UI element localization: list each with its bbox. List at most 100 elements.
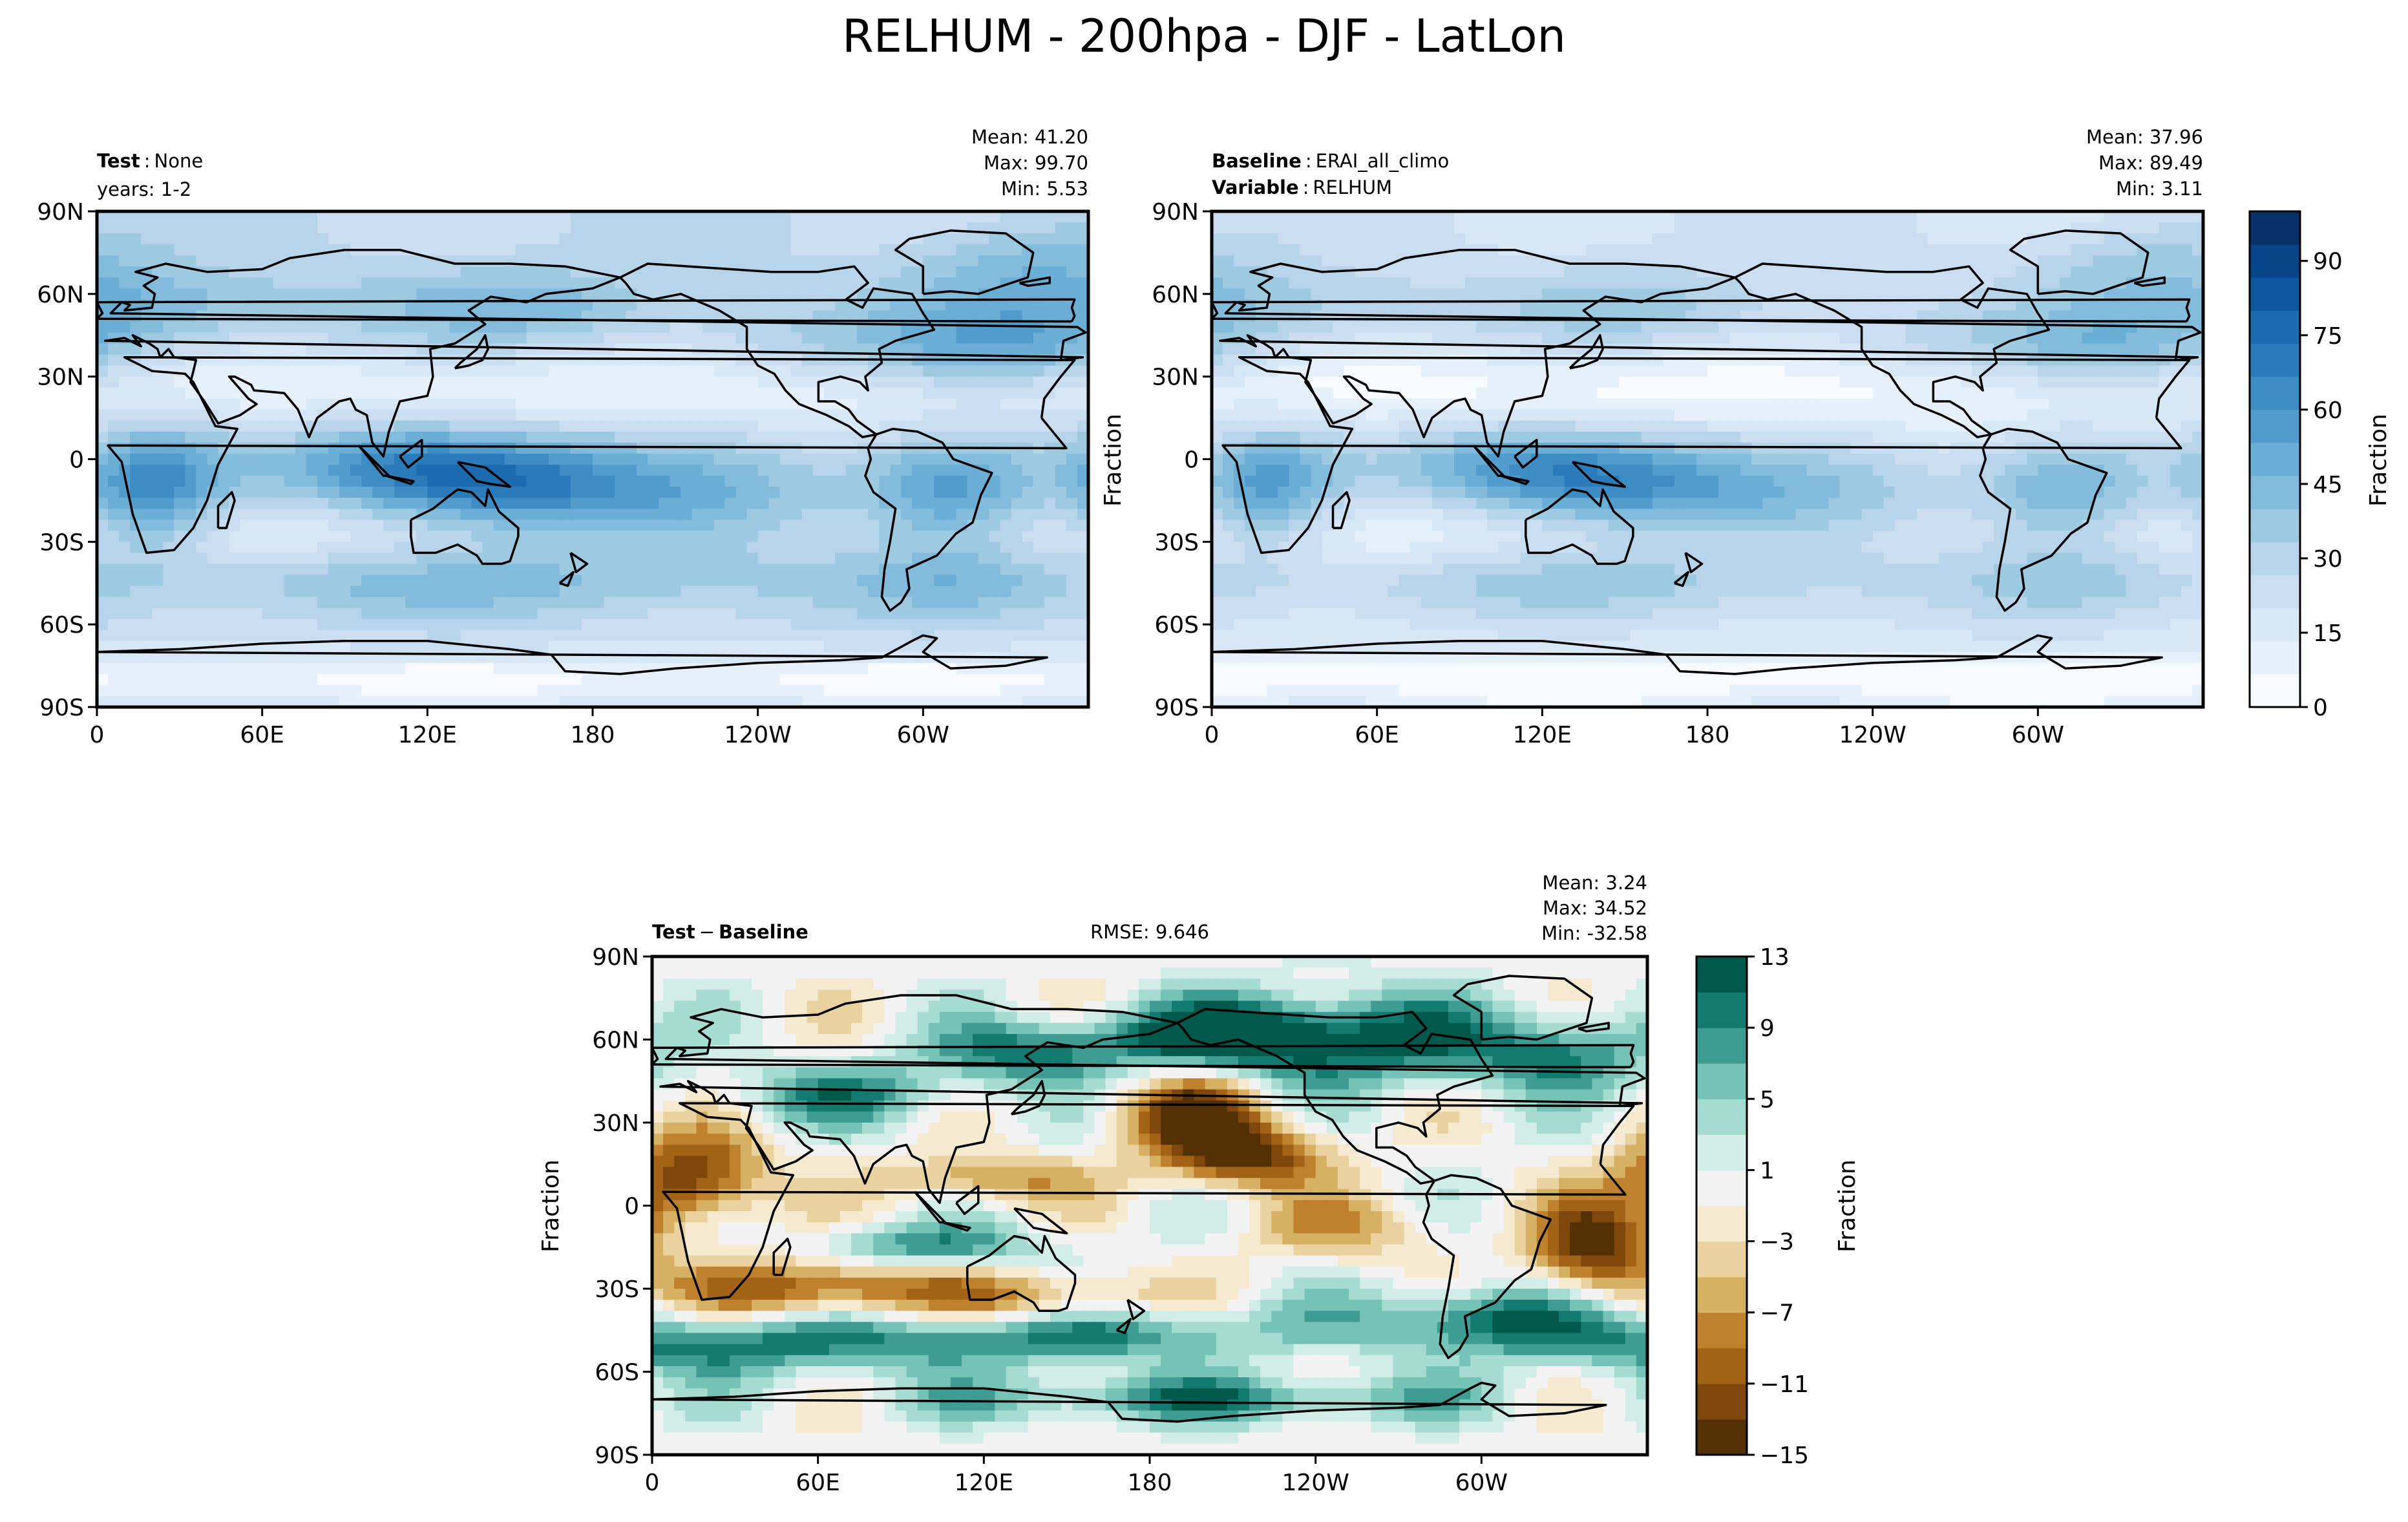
- field-cell: [416, 673, 428, 686]
- field-cell: [779, 222, 792, 234]
- field-cell: [604, 597, 615, 609]
- field-cell: [1011, 542, 1023, 554]
- field-cell: [2016, 277, 2027, 290]
- field-cell: [967, 575, 979, 587]
- field-cell: [890, 222, 902, 234]
- field-cell: [713, 454, 726, 465]
- field-cell: [713, 288, 726, 301]
- field-cell: [339, 255, 351, 267]
- field-cell: [757, 509, 770, 520]
- field-cell: [460, 255, 472, 267]
- field-cell: [615, 354, 626, 366]
- field-cell: [240, 321, 252, 333]
- field-cell: [504, 211, 516, 223]
- field-cell: [978, 531, 990, 543]
- field-cell: [724, 618, 737, 631]
- field-cell: [1905, 222, 1917, 234]
- field-cell: [692, 618, 704, 631]
- field-cell: [1044, 398, 1056, 410]
- field-cell: [724, 332, 737, 344]
- field-cell: [1066, 431, 1078, 443]
- field-cell: [713, 465, 726, 476]
- field-cell: [350, 266, 362, 278]
- field-cell: [493, 673, 505, 686]
- field-cell: [493, 398, 505, 410]
- field-cell: [1487, 277, 1499, 290]
- field-cell: [1410, 277, 1422, 290]
- field-cell: [284, 629, 296, 642]
- field-cell: [945, 696, 957, 707]
- field-cell: [570, 244, 582, 256]
- field-cell: [779, 299, 792, 312]
- field-cell: [1597, 266, 1609, 278]
- field-cell: [548, 608, 560, 620]
- field-cell: [1333, 222, 1345, 234]
- field-cell: [857, 365, 869, 377]
- field-cell: [713, 332, 726, 344]
- field-cell: [1994, 244, 2005, 256]
- field-cell: [284, 520, 296, 531]
- field-cell: [604, 564, 615, 576]
- field-cell: [1077, 454, 1088, 465]
- field-cell: [1289, 266, 1301, 278]
- field-cell: [1806, 222, 1819, 234]
- field-cell: [879, 618, 891, 631]
- field-cell: [427, 431, 439, 443]
- field-cell: [835, 454, 847, 465]
- field-cell: [97, 487, 109, 498]
- field-cell: [449, 509, 461, 520]
- field-cell: [615, 376, 626, 388]
- field-cell: [757, 586, 770, 598]
- test-coastlines: [97, 229, 1087, 707]
- field-cell: [548, 542, 560, 554]
- field-cell: [97, 564, 109, 576]
- field-cell: [724, 684, 737, 697]
- field-cell: [901, 211, 913, 223]
- field-cell: [1784, 266, 1797, 278]
- field-cell: [659, 420, 671, 432]
- field-cell: [416, 222, 428, 234]
- field-cell: [659, 365, 671, 377]
- field-cell: [967, 629, 979, 642]
- field-cell: [328, 542, 340, 554]
- field-cell: [967, 431, 979, 443]
- field-cell: [724, 509, 737, 520]
- field-cell: [724, 487, 737, 498]
- field-cell: [2082, 266, 2094, 278]
- field-cell: [548, 244, 560, 256]
- field-cell: [713, 222, 726, 234]
- field-cell: [449, 398, 461, 410]
- field-cell: [251, 420, 263, 432]
- field-cell: [394, 553, 406, 565]
- field-cell: [350, 222, 362, 234]
- field-cell: [251, 365, 263, 377]
- field-cell: [438, 696, 450, 707]
- field-cell: [812, 629, 825, 642]
- field-cell: [615, 651, 626, 664]
- field-cell: [471, 233, 483, 245]
- field-cell: [218, 376, 230, 388]
- field-cell: [119, 365, 131, 377]
- field-cell: [659, 498, 671, 509]
- field-cell: [163, 277, 175, 290]
- field-cell: [570, 465, 582, 476]
- field-cell: [1033, 288, 1045, 301]
- field-cell: [1927, 244, 1939, 256]
- field-cell: [339, 233, 351, 245]
- field-cell: [471, 442, 483, 454]
- field-cell: [637, 277, 648, 290]
- field-cell: [251, 640, 263, 653]
- field-cell: [306, 575, 318, 587]
- field-cell: [295, 498, 307, 509]
- field-cell: [978, 542, 990, 554]
- field-cell: [372, 575, 384, 587]
- field-cell: [779, 684, 792, 697]
- field-cell: [901, 277, 913, 290]
- field-cell: [1022, 299, 1034, 312]
- field-cell: [890, 586, 902, 598]
- field-cell: [119, 673, 131, 686]
- field-cell: [251, 487, 263, 498]
- field-cell: [702, 564, 715, 576]
- field-cell: [1011, 409, 1023, 421]
- field-cell: [570, 454, 582, 465]
